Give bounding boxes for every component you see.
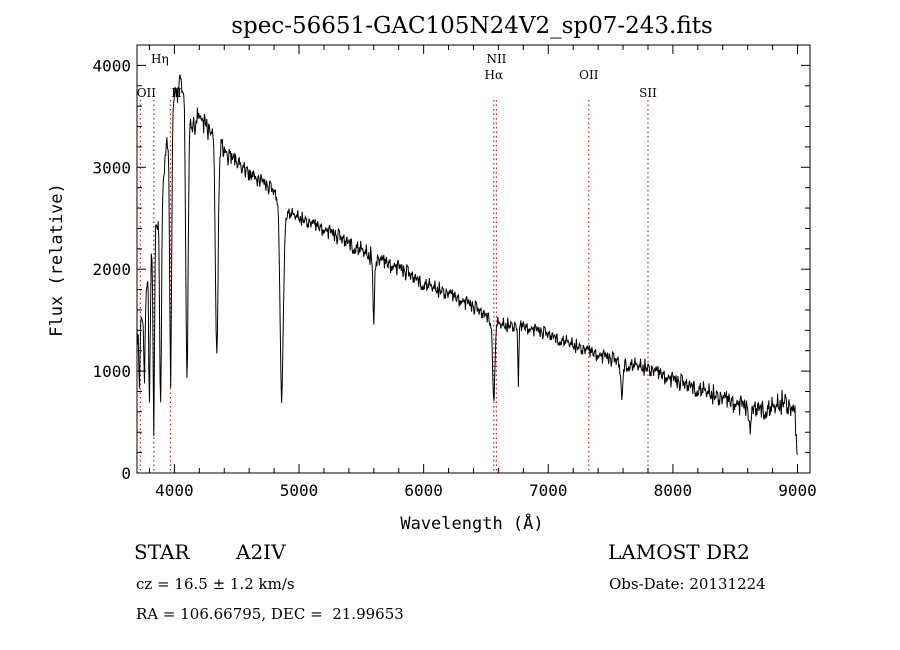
plot-border: [136, 44, 811, 474]
line-marker-label: Hη: [151, 52, 169, 66]
x-tick-label: 9000: [778, 481, 817, 500]
axes: 4000 5000 6000 7000 8000 9000 0 1000 2000 3000 400…: [92, 45, 817, 500]
x-tick-label: 7000: [529, 481, 568, 500]
x-tick-label: 4000: [155, 481, 194, 500]
line-marker-label: NII: [486, 52, 506, 66]
survey-name: LAMOST DR2: [608, 540, 750, 564]
x-tick-label: 5000: [280, 481, 319, 500]
x-tick-label: 8000: [654, 481, 693, 500]
line-marker-label: Hα: [485, 68, 504, 82]
x-tick-label: 6000: [404, 481, 443, 500]
redshift-text: cz = 16.5 ± 1.2 km/s: [136, 575, 295, 593]
y-tick-label: 0: [121, 464, 131, 483]
line-marker-label: OII: [579, 68, 599, 82]
spectrum-line: [136, 74, 798, 455]
x-axis-label: Wavelength (Å): [400, 512, 543, 534]
line-marker-label: SII: [639, 86, 657, 100]
y-tick-label: 3000: [92, 158, 131, 177]
object-class: STAR: [134, 540, 190, 564]
line-marker-label: OII: [137, 86, 157, 100]
y-axis-label: Flux (relative): [47, 183, 67, 337]
spectrum: [136, 74, 798, 455]
plot-frame: [136, 44, 811, 474]
chart-title: spec-56651-GAC105N24V2_sp07-243.fits: [231, 13, 713, 39]
obs-date: Obs-Date: 20131224: [609, 575, 766, 593]
y-tick-label: 1000: [92, 362, 131, 381]
coordinates: RA = 106.66795, DEC = 21.99653: [136, 605, 404, 623]
spectral-subclass: A2IV: [236, 540, 286, 564]
y-tick-label: 4000: [92, 56, 131, 75]
y-tick-label: 2000: [92, 260, 131, 279]
